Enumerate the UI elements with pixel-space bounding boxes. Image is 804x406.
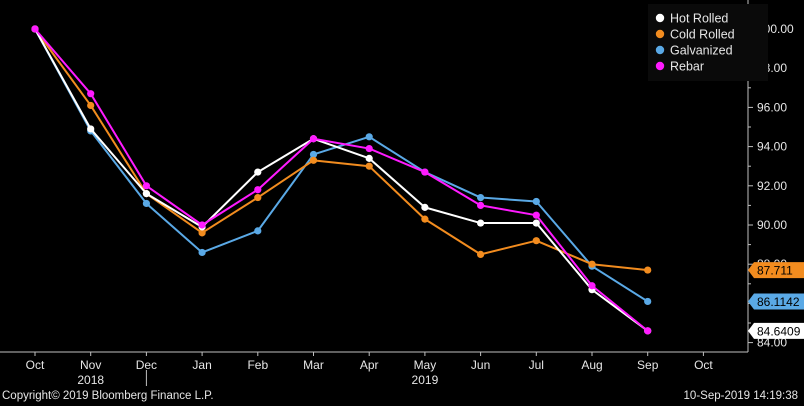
- y-tick-label: 94.00: [757, 140, 787, 154]
- legend-marker-hot-rolled: [655, 13, 665, 23]
- data-point-hot-rolled: [87, 125, 95, 133]
- y-tick-label: 90.00: [757, 218, 787, 232]
- data-point-rebar: [365, 144, 373, 153]
- value-tag-hot-rolled: 84.6409: [748, 322, 804, 339]
- x-tick-label: Jan: [192, 358, 211, 372]
- timestamp: 10-Sep-2019 14:19:38: [683, 390, 798, 402]
- value-tag-galvanized: 86.1142: [748, 293, 804, 310]
- data-point-cold-rolled: [87, 101, 95, 110]
- data-point-galvanized: [532, 197, 540, 206]
- data-point-cold-rolled: [477, 250, 485, 258]
- x-tick-label: Oct: [694, 358, 713, 372]
- data-point-galvanized: [198, 248, 206, 257]
- series-line-galvanized: [34, 28, 649, 303]
- data-point-rebar: [31, 25, 39, 33]
- copyright-notice: Copyright© 2019 Bloomberg Finance L.P.: [2, 390, 214, 402]
- legend: Hot Rolled Cold Rolled Galvanized Rebar: [648, 4, 768, 81]
- data-point-cold-rolled: [644, 266, 652, 274]
- data-point-hot-rolled: [254, 168, 262, 176]
- x-tick-label: Dec: [136, 358, 157, 372]
- data-point-rebar: [254, 186, 262, 194]
- y-tick-label: 84.00: [757, 336, 787, 350]
- data-point-rebar: [588, 282, 596, 290]
- value-tag-cold-rolled: 87.711: [748, 262, 804, 279]
- value-tag-box: [748, 262, 804, 279]
- legend-label-hot-rolled: Hot Rolled: [670, 12, 728, 26]
- legend-label-galvanized: Galvanized: [670, 44, 733, 58]
- value-tag-text: 87.711: [757, 264, 793, 278]
- series-line-cold-rolled: [34, 28, 648, 272]
- data-point-cold-rolled: [309, 156, 318, 164]
- data-point-hot-rolled: [142, 190, 150, 198]
- y-tick-label: 96.00: [757, 100, 787, 114]
- year-label: 2019: [412, 373, 439, 387]
- x-tick-label: Jun: [471, 358, 490, 372]
- data-point-rebar: [421, 168, 429, 176]
- data-point-cold-rolled: [254, 193, 262, 202]
- last-value-tags: 84.6409 87.711 86.1142: [748, 262, 804, 339]
- value-tag-box: [748, 293, 804, 310]
- data-point-hot-rolled: [365, 154, 373, 162]
- data-point-rebar: [477, 201, 485, 209]
- data-point-rebar: [532, 211, 540, 219]
- data-point-hot-rolled: [421, 203, 429, 211]
- data-point-rebar: [644, 327, 652, 335]
- line-chart: Oct Nov Dec Jan Feb Mar Apr May Jun Jul Aug Sep Oct 2…: [0, 0, 804, 387]
- data-point-cold-rolled: [198, 229, 206, 237]
- data-point-galvanized: [309, 150, 318, 159]
- x-tick-label: Feb: [247, 358, 268, 372]
- year-label: 2018: [77, 373, 104, 387]
- value-tag-box: [748, 322, 804, 339]
- data-point-galvanized: [477, 193, 485, 202]
- data-point-galvanized: [644, 297, 652, 306]
- data-point-galvanized: [254, 227, 262, 235]
- x-tick-label: Apr: [360, 358, 379, 372]
- data-point-cold-rolled: [365, 162, 373, 170]
- y-tick-label: 92.00: [757, 179, 787, 193]
- data-point-cold-rolled: [588, 260, 596, 268]
- value-tag-text: 86.1142: [757, 295, 800, 309]
- data-point-rebar: [198, 221, 206, 229]
- legend-box: [648, 4, 768, 81]
- x-tick-label: May: [414, 358, 437, 372]
- data-point-hot-rolled: [532, 219, 540, 227]
- x-tick-label: Sep: [637, 358, 659, 372]
- legend-marker-cold-rolled: [655, 29, 665, 39]
- data-point-rebar: [309, 135, 318, 143]
- series-line-hot-rolled: [34, 28, 649, 332]
- series-line-rebar: [34, 28, 649, 332]
- data-point-cold-rolled: [421, 215, 429, 223]
- data-point-cold-rolled: [532, 237, 540, 245]
- data-point-galvanized: [365, 133, 373, 141]
- x-tick-label: Mar: [303, 358, 324, 372]
- value-tag-text: 84.6409: [757, 324, 801, 338]
- plot-area: [31, 25, 652, 335]
- data-point-rebar: [142, 182, 150, 190]
- x-tick-label: Nov: [80, 358, 101, 372]
- legend-marker-rebar: [655, 61, 665, 71]
- x-tick-label: Jul: [529, 358, 544, 372]
- x-tick-label: Aug: [581, 358, 602, 372]
- x-tick-label: Oct: [26, 358, 45, 372]
- data-point-hot-rolled: [477, 219, 485, 227]
- legend-marker-galvanized: [655, 45, 665, 55]
- legend-label-rebar: Rebar: [670, 60, 704, 74]
- data-point-galvanized: [142, 199, 150, 208]
- data-point-rebar: [87, 90, 95, 98]
- legend-label-cold-rolled: Cold Rolled: [670, 28, 735, 42]
